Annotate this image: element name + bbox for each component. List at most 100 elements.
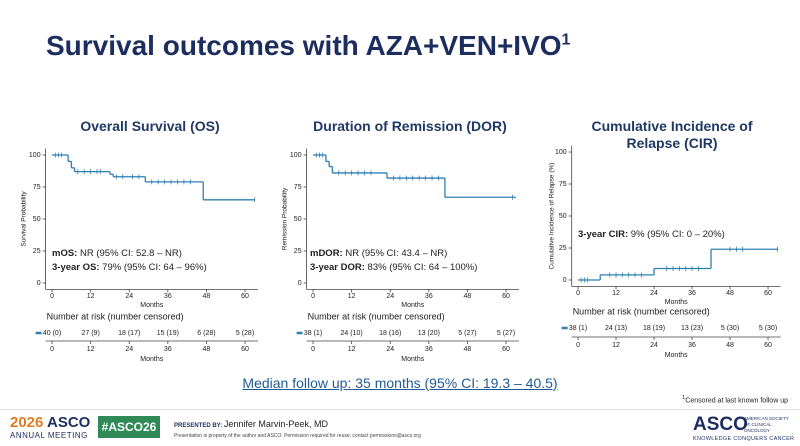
risk-table-title: Number at risk (number censored)	[308, 311, 445, 321]
risk-count: 24 (13)	[605, 325, 627, 332]
title-text: Survival outcomes with AZA+VEN+IVO	[46, 30, 562, 61]
risk-count: 5 (27)	[497, 330, 515, 337]
chart-title: Cumulative Incidence of Relapse (CIR)	[591, 118, 753, 151]
title-superscript: 1	[561, 31, 571, 49]
risk-count: 38 (1)	[569, 325, 587, 332]
x-tick-label: 60	[764, 290, 772, 297]
annotation-label: mOS:	[52, 248, 77, 259]
y-tick-label: 0	[563, 277, 567, 284]
footnote-text: Censored at last known follow up	[685, 397, 788, 405]
presenter: Jennifer Marvin-Peek, MD	[223, 419, 328, 429]
annotation-text: NR (95% CI: 52.8 – NR)	[77, 248, 182, 259]
risk-table-title: Number at risk (number censored)	[573, 306, 710, 316]
risk-x-tick-label: 0	[50, 346, 54, 353]
x-tick-label: 24	[125, 293, 133, 300]
annotation: mDOR: NR (95% CI: 43.4 – NR)	[310, 248, 447, 259]
presented-by: PRESENTED BY: Jennifer Marvin-Peek, MD	[174, 419, 328, 429]
y-tick-label: 50	[559, 213, 567, 220]
hashtag: #ASCO26	[98, 416, 160, 438]
footnote: 1Censored at last known follow up	[682, 395, 788, 404]
x-axis-label: Months	[401, 302, 424, 309]
x-tick-label: 60	[241, 293, 249, 300]
annotation-text: NR (95% CI: 43.4 – NR)	[343, 248, 448, 259]
disclaimer: Presentation is property of the author a…	[174, 433, 421, 439]
footer-rule	[0, 409, 800, 410]
y-tick-label: 75	[33, 184, 41, 191]
risk-count: 27 (9)	[81, 330, 99, 337]
risk-count: 40 (0)	[43, 330, 61, 337]
x-tick-label: 12	[612, 290, 620, 297]
y-axis-label: Cumulative Incidence of Relapse (%)	[549, 163, 556, 270]
risk-x-tick-label: 24	[650, 342, 658, 349]
annotation-text: 9% (95% CI: 0 – 20%)	[628, 229, 725, 240]
risk-count: 6 (28)	[197, 330, 215, 337]
x-axis-label: Months	[665, 299, 688, 306]
meeting-sub: ANNUAL MEETING	[10, 431, 88, 440]
annotation: mOS: NR (95% CI: 52.8 – NR)	[52, 248, 182, 259]
risk-count: 18 (16)	[379, 330, 401, 337]
risk-x-tick-label: 60	[764, 342, 772, 349]
risk-x-axis-label: Months	[401, 356, 424, 363]
x-tick-label: 0	[50, 293, 54, 300]
footnote-marker: 1	[682, 395, 686, 401]
risk-x-tick-label: 24	[125, 346, 133, 353]
y-tick-label: 100	[290, 152, 302, 159]
x-tick-label: 12	[348, 293, 356, 300]
risk-x-axis-label: Months	[140, 356, 163, 363]
x-tick-label: 24	[650, 290, 658, 297]
y-tick-label: 25	[559, 245, 567, 252]
annotation-label: 3-year OS:	[52, 262, 100, 273]
presented-by-label: PRESENTED BY:	[174, 423, 223, 429]
risk-count: 18 (17)	[118, 330, 140, 337]
annotation-text: 83% (95% CI: 64 – 100%)	[365, 262, 477, 273]
risk-count: 5 (30)	[759, 325, 777, 332]
x-axis-label: Months	[140, 302, 163, 309]
org-tagline: KNOWLEDGE CONQUERS CANCER	[693, 436, 795, 442]
risk-x-tick-label: 12	[87, 346, 95, 353]
x-tick-label: 48	[726, 290, 734, 297]
risk-x-tick-label: 36	[164, 346, 172, 353]
risk-x-axis-label: Months	[665, 352, 688, 359]
follow-up-text: Median follow up: 35 months (95% CI: 19.…	[242, 375, 558, 391]
annotation-label: 3-year DOR:	[310, 262, 365, 273]
annotation-text: 79% (95% CI: 64 – 96%)	[100, 262, 207, 273]
org-full: AMERICAN SOCIETY OF CLINICAL ONCOLOGY	[744, 416, 789, 433]
y-tick-label: 100	[29, 152, 41, 159]
y-tick-label: 0	[37, 280, 41, 287]
risk-x-tick-label: 24	[386, 346, 394, 353]
y-axis-label: Remission Probability	[282, 187, 289, 250]
risk-x-tick-label: 12	[612, 342, 620, 349]
x-tick-label: 60	[502, 293, 510, 300]
risk-x-tick-label: 48	[464, 346, 472, 353]
x-tick-label: 48	[203, 293, 211, 300]
y-tick-label: 25	[33, 248, 41, 255]
risk-x-tick-label: 0	[311, 346, 315, 353]
y-tick-label: 100	[555, 149, 567, 156]
x-tick-label: 12	[87, 293, 95, 300]
risk-x-tick-label: 48	[203, 346, 211, 353]
risk-count: 5 (30)	[721, 325, 739, 332]
risk-x-tick-label: 60	[241, 346, 249, 353]
x-tick-label: 0	[576, 290, 580, 297]
y-tick-label: 25	[294, 248, 302, 255]
risk-x-tick-label: 36	[425, 346, 433, 353]
risk-count: 5 (27)	[458, 330, 476, 337]
y-axis-label: Survival Probability	[21, 191, 28, 247]
annotation-label: 3-year CIR:	[578, 229, 628, 240]
annotation: 3-year OS: 79% (95% CI: 64 – 96%)	[52, 262, 207, 273]
chart-title: Overall Survival (OS)	[80, 118, 220, 134]
risk-count: 15 (19)	[157, 330, 179, 337]
risk-x-tick-label: 12	[348, 346, 356, 353]
meeting-year: 2026	[10, 414, 44, 431]
meeting-name: ASCO	[47, 414, 91, 431]
x-tick-label: 36	[425, 293, 433, 300]
risk-count: 38 (1)	[304, 330, 322, 337]
risk-count: 5 (28)	[236, 330, 254, 337]
x-tick-label: 24	[386, 293, 394, 300]
annotation-label: mDOR:	[310, 248, 343, 259]
org-logo: ASCO	[693, 414, 748, 435]
meeting-logo: 2026 ASCO	[10, 415, 90, 430]
annotation: 3-year CIR: 9% (95% CI: 0 – 20%)	[578, 229, 725, 240]
risk-x-tick-label: 60	[502, 346, 510, 353]
risk-count: 13 (23)	[681, 325, 703, 332]
